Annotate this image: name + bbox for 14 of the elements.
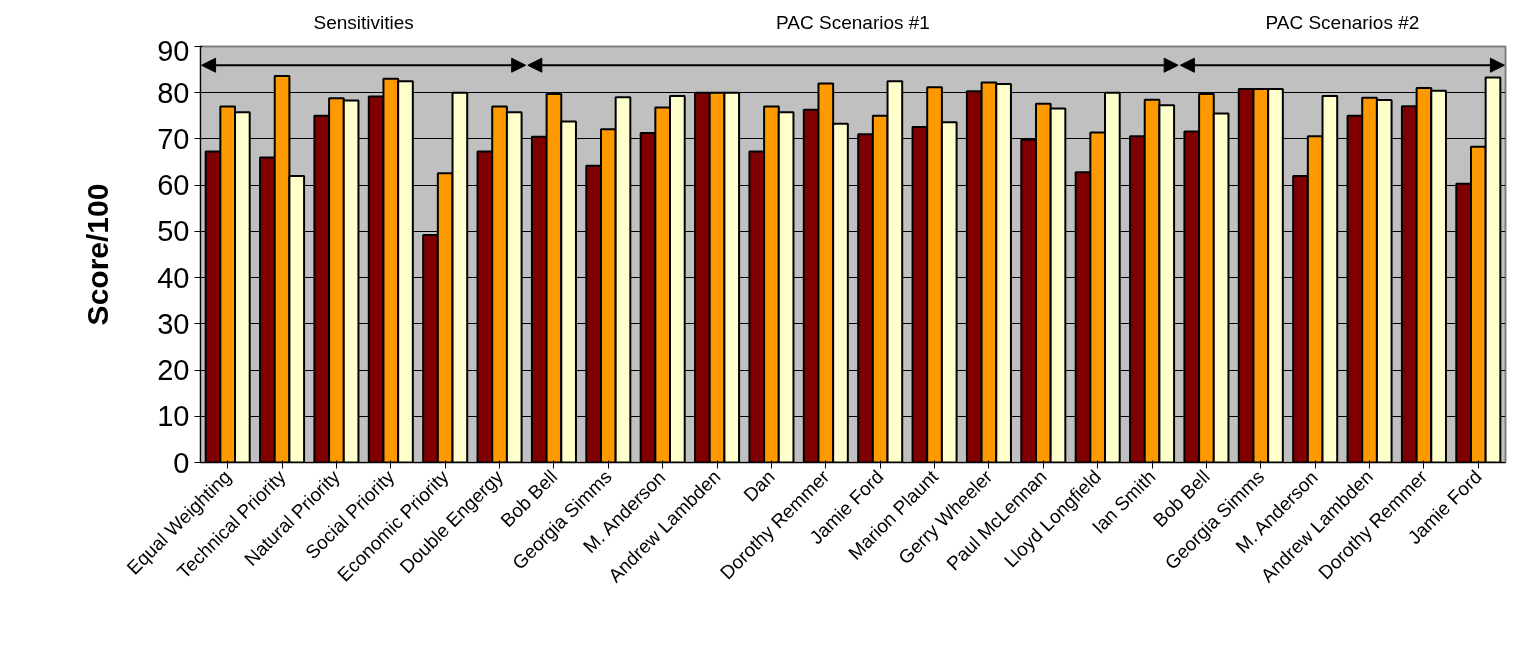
y-tick-label: 20 <box>157 354 190 387</box>
y-tick-label: 90 <box>157 34 190 67</box>
y-tick-label: 30 <box>157 307 190 340</box>
text: PAC Scenarios #2 <box>1265 12 1420 33</box>
y-tick-label: 40 <box>157 261 190 294</box>
y-tick-label: 50 <box>157 215 190 248</box>
text: Sensitivities <box>313 12 414 33</box>
y-tick-label: 80 <box>157 76 190 109</box>
y-tick-label: 0 <box>173 446 190 479</box>
y-axis-title: Score/100 <box>81 183 115 326</box>
y-tick-label: 60 <box>157 169 190 202</box>
text: PAC Scenarios #1 <box>776 12 930 33</box>
y-tick-label: 10 <box>157 400 190 433</box>
y-tick-label: 70 <box>157 122 190 155</box>
